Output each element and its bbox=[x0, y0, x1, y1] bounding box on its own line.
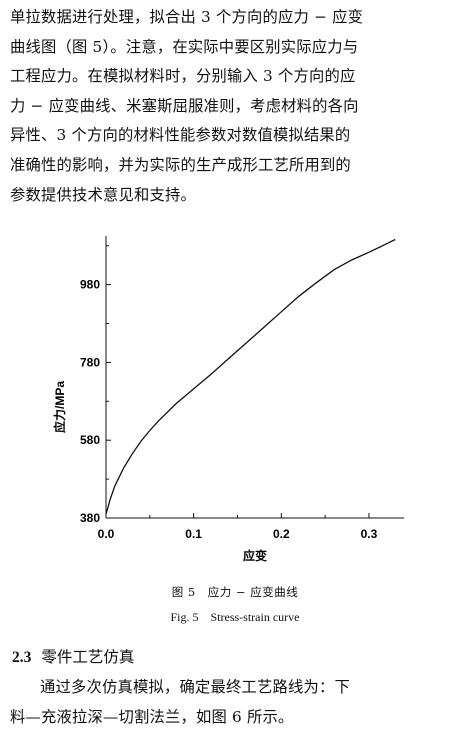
chart-ticks bbox=[105, 245, 370, 519]
section-title: 零件工艺仿真 bbox=[41, 648, 135, 666]
section-number: 2.3 bbox=[12, 649, 32, 666]
text-line: 通过多次仿真模拟，确定最终工艺路线为：下 bbox=[40, 678, 350, 696]
stress-strain-figure: 0.0 0.1 0.2 0.3 380 580 780 980 应变 应力/MPa bbox=[0, 222, 470, 582]
x-tick-label: 0.3 bbox=[361, 527, 378, 541]
y-tick-label: 380 bbox=[80, 511, 100, 525]
y-tick-label: 580 bbox=[80, 433, 100, 447]
text-line: 异性、3 个方向的材料性能参数对数值模拟结果的 bbox=[10, 126, 351, 145]
text-line: 单拉数据进行处理，拟合出 3 个方向的应力 − 应变 bbox=[10, 8, 364, 26]
chart-axes bbox=[105, 236, 404, 519]
y-tick-label: 980 bbox=[80, 278, 100, 292]
y-tick-label: 780 bbox=[80, 355, 100, 369]
chart-tick-labels: 0.0 0.1 0.2 0.3 380 580 780 980 bbox=[80, 278, 378, 541]
x-tick-label: 0.2 bbox=[273, 527, 290, 541]
body-paragraph: 单拉数据进行处理，拟合出 3 个方向的应力 − 应变 曲线图（图 5）。注意，在… bbox=[10, 3, 462, 210]
text-line: 参数提供技术意见和支持。 bbox=[10, 185, 196, 204]
text-line: 准确性的影响，并为实际的生产成形工艺所用到的 bbox=[10, 155, 351, 174]
x-tick-label: 0.0 bbox=[98, 527, 115, 541]
stress-strain-chart: 0.0 0.1 0.2 0.3 380 580 780 980 应变 应力/MPa bbox=[52, 236, 404, 563]
text-line: 曲线图（图 5）。注意，在实际中要区别实际应力与 bbox=[10, 37, 359, 56]
x-axis-label: 应变 bbox=[243, 548, 267, 563]
x-tick-label: 0.1 bbox=[185, 527, 202, 541]
figure-caption-cn: 图 5 应力 − 应变曲线 bbox=[171, 585, 299, 599]
section-heading: 2.3 零件工艺仿真 bbox=[12, 645, 134, 667]
body-paragraph-2: 通过多次仿真模拟，确定最终工艺路线为：下 料—充液拉深—切割法兰，如图 6 所示… bbox=[10, 673, 462, 732]
figure-caption-en: Fig. 5 Stress-strain curve bbox=[170, 610, 300, 624]
y-axis-label: 应力/MPa bbox=[52, 381, 67, 433]
stress-strain-series-line bbox=[105, 238, 396, 515]
text-line: 工程应力。在模拟材料时，分别输入 3 个方向的应 bbox=[10, 67, 356, 86]
text-line: 力 − 应变曲线、米塞斯屈服准则，考虑材料的各向 bbox=[10, 96, 359, 115]
text-line: 料—充液拉深—切割法兰，如图 6 所示。 bbox=[10, 707, 294, 726]
